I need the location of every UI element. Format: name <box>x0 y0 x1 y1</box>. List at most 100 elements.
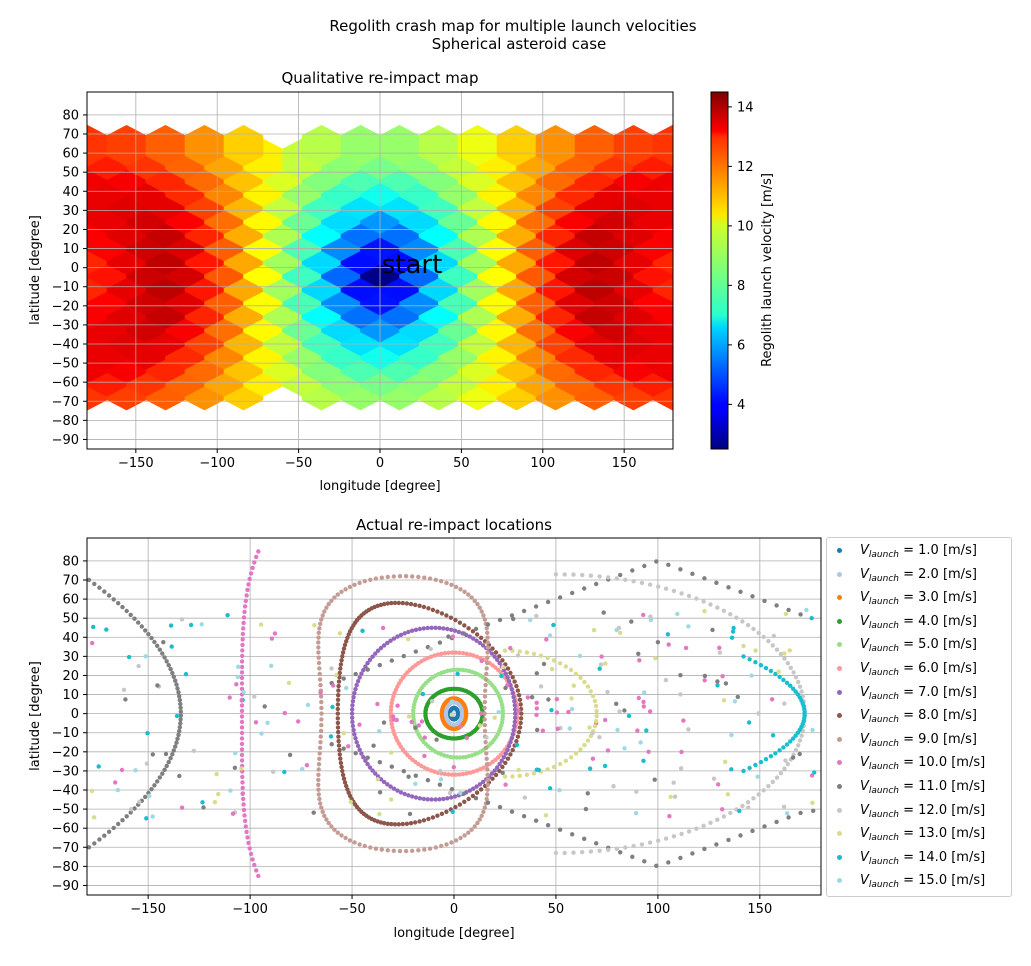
scatter-point <box>460 771 466 777</box>
scatter-point <box>355 743 361 749</box>
scatter-point <box>336 683 341 689</box>
hexbin-cell <box>10 139 49 180</box>
scatter-point <box>400 821 405 827</box>
scatter-point <box>477 817 482 822</box>
scatter-point <box>457 802 463 807</box>
hexbin-cell <box>790 166 829 207</box>
scatter-point <box>485 630 490 635</box>
scatter-point <box>741 643 746 649</box>
scatter-point <box>311 810 316 815</box>
scatter-point <box>761 634 766 640</box>
scatter-point <box>346 632 351 637</box>
scatter-point <box>145 731 150 736</box>
scatter-point <box>239 730 245 736</box>
scatter-point <box>402 631 407 636</box>
scatter-point <box>479 711 484 716</box>
hexbin-cell <box>790 220 829 261</box>
scatter-point <box>389 658 394 663</box>
scatter-point <box>352 582 357 587</box>
scatter-point <box>597 848 602 853</box>
scatter-point <box>598 662 604 667</box>
scatter-point <box>413 627 419 632</box>
legend-subscript: launch <box>868 856 899 867</box>
scatter-point <box>528 617 533 623</box>
scatter-point <box>731 625 736 631</box>
scatter-point <box>629 619 634 624</box>
scatter-point <box>605 689 610 695</box>
scatter-point <box>87 845 92 850</box>
scatter-point <box>477 605 482 610</box>
scatter-point <box>588 573 594 578</box>
scatter-point <box>796 743 801 748</box>
legend-value: = 14.0 [m/s] <box>898 849 986 865</box>
scatter-point <box>336 693 341 698</box>
scatter-ytick-label: 50 <box>62 612 79 627</box>
scatter-point <box>351 727 356 733</box>
scatter-point <box>377 760 382 765</box>
scatter-point <box>751 796 756 801</box>
scatter-point <box>334 673 339 678</box>
hexbin-cell <box>829 274 868 315</box>
scatter-point <box>741 768 746 774</box>
scatter-point <box>391 728 396 733</box>
scatter-point <box>128 612 133 618</box>
scatter-point <box>144 761 150 766</box>
legend-value: = 15.0 [m/s] <box>898 873 986 889</box>
scatter-point <box>534 613 539 619</box>
scatter-point <box>729 767 734 772</box>
scatter-point <box>240 637 245 642</box>
scatter-point <box>240 648 245 653</box>
scatter-point <box>396 822 401 827</box>
scatter-point <box>174 740 179 745</box>
scatter-point <box>778 771 784 776</box>
scatter-point <box>459 713 465 718</box>
scatter-point <box>516 693 522 698</box>
scatter-point <box>437 625 442 631</box>
hexbin-cell <box>0 220 10 261</box>
scatter-point <box>370 654 375 659</box>
scatter-point <box>316 645 321 650</box>
scatter-point <box>482 705 487 711</box>
scatter-point <box>417 819 422 824</box>
scatter-point <box>335 592 340 597</box>
scatter-point <box>432 653 437 658</box>
scatter-point <box>462 623 467 628</box>
heatmap-ytick-label: −80 <box>52 414 79 429</box>
scatter-point <box>373 576 379 581</box>
hexbin-cell <box>0 356 10 397</box>
legend-marker <box>837 878 842 884</box>
scatter-point <box>149 635 154 641</box>
scatter-point <box>714 580 719 585</box>
scatter-point <box>335 725 341 730</box>
scatter-point <box>478 787 484 792</box>
scatter-point <box>316 655 321 660</box>
scatter-point <box>594 581 599 587</box>
scatter-point <box>708 602 713 607</box>
scatter-point <box>367 657 373 662</box>
scatter-point <box>549 667 555 672</box>
scatter-point <box>335 702 341 707</box>
scatter-point <box>437 640 443 645</box>
scatter-point <box>492 654 497 659</box>
scatter-point <box>756 792 761 797</box>
scatter-point <box>690 571 695 576</box>
hexbin-cell <box>0 139 10 180</box>
scatter-point <box>511 694 516 700</box>
scatter-point <box>753 648 758 653</box>
scatter-point <box>438 777 444 782</box>
scatter-point <box>667 814 672 819</box>
legend-symbol: V <box>860 590 869 606</box>
scatter-point <box>605 748 611 753</box>
scatter-point <box>352 732 357 737</box>
scatter-point <box>179 617 185 622</box>
heatmap-ytick-label: 70 <box>62 128 79 143</box>
scatter-point <box>482 722 487 728</box>
scatter-point <box>244 593 249 598</box>
scatter-point <box>435 609 440 614</box>
scatter-point <box>505 666 511 671</box>
scatter-point <box>245 835 250 840</box>
scatter-point <box>247 576 252 582</box>
hexbin-cell <box>848 288 887 329</box>
scatter-point <box>428 654 434 659</box>
scatter-point <box>241 615 247 620</box>
